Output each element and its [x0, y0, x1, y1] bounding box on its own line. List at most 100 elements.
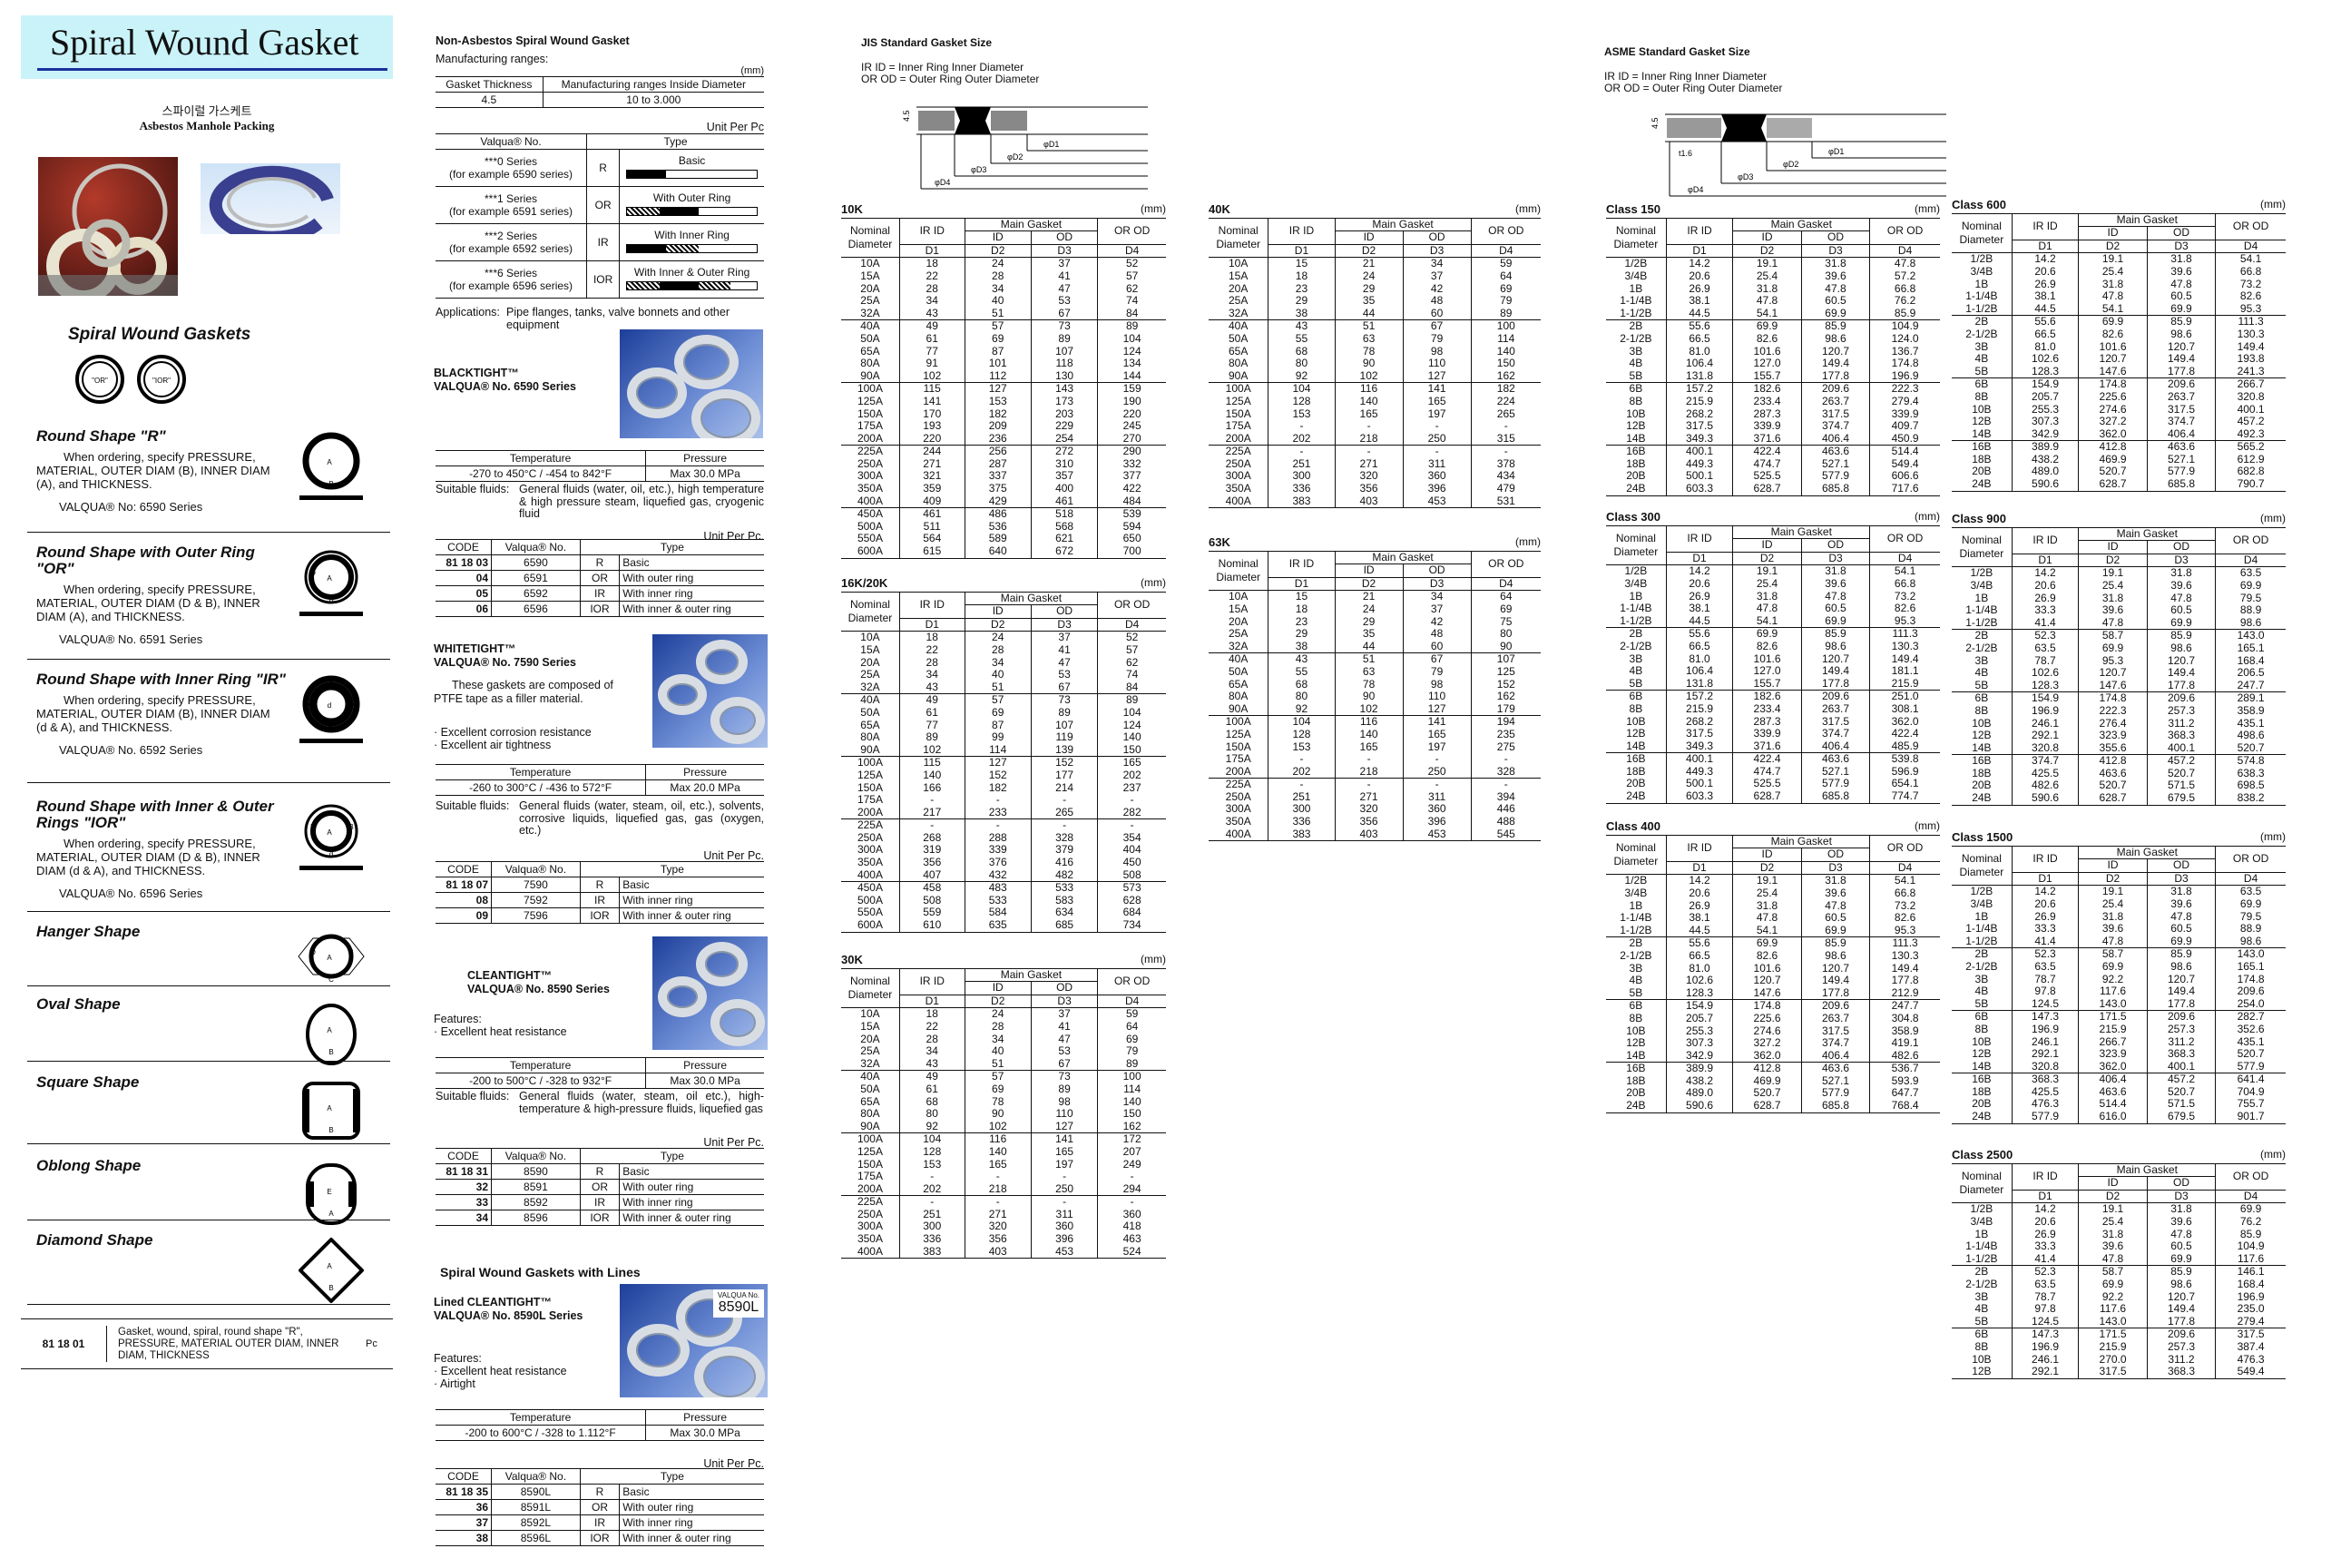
nominal-cell: 32A: [860, 306, 880, 319]
d2-cell: 114: [964, 743, 1032, 757]
nominal-cell: 10A: [860, 1007, 880, 1021]
d2-cell: 54.1: [2078, 302, 2148, 316]
dimension-table: Nominal Diameter IR ID Main Gasket OR OD ID O…: [1952, 526, 2286, 806]
nominal-cell: 3B: [1629, 961, 1643, 975]
d2-cell: -: [1334, 419, 1404, 433]
d3-cell: -: [1030, 1170, 1098, 1183]
d4-cell: 125: [1470, 665, 1541, 679]
d4-cell: 69.9: [2215, 1203, 2286, 1216]
nominal-cell: 400A: [857, 867, 883, 881]
d2-cell: 182: [964, 781, 1032, 795]
d3-cell: 685.8: [2146, 477, 2216, 492]
d1-cell: 577.9: [2011, 1110, 2079, 1124]
d1-cell: 44.5: [1665, 924, 1733, 937]
table-row: 1-1/2B 41.4 47.8 69.9 117.6: [1952, 1252, 2286, 1266]
d4-cell: 80: [1470, 628, 1541, 641]
d2-cell: 40: [964, 1045, 1032, 1058]
table-row: 18B 425.5 463.6 520.7 704.9: [1952, 1085, 2286, 1099]
table-row: 6B 154.9 174.8 209.6 289.1: [1952, 691, 2286, 705]
d3-cell: 110: [1030, 1108, 1098, 1121]
d3-cell: 48: [1402, 628, 1472, 641]
d4-cell: 434: [1470, 470, 1541, 484]
table-row: 4B 102.6 120.7 149.4 177.8: [1606, 975, 1940, 987]
type-row: ***0 Series (for example 6590 series) R Bas…: [436, 149, 764, 187]
type-label: Basic: [678, 154, 706, 167]
d2-cell: 371.6: [1732, 432, 1802, 446]
d1-cell: 34: [898, 669, 965, 681]
table-row: 6B 157.2 182.6 209.6 251.0: [1606, 690, 1940, 703]
d4-cell: 531: [1470, 495, 1541, 508]
table-row: 400A 383 403 453 545: [1209, 828, 1541, 841]
nominal-cell: 3B: [1974, 972, 1989, 985]
pressure-header: Pressure: [645, 450, 764, 466]
d3-cell: 685.8: [1800, 1099, 1870, 1113]
d2-cell: 287.3: [1732, 407, 1802, 421]
d3-cell: 374.7: [1800, 1036, 1870, 1050]
nominal-diameter-header: Nominal Diameter: [1952, 846, 2013, 887]
d2-cell: 87: [964, 345, 1032, 358]
d3-cell: 571.5: [2146, 779, 2216, 793]
d4-cell: 62: [1097, 282, 1166, 296]
d3-cell: 177.8: [2146, 365, 2216, 378]
nominal-cell: 20B: [1972, 1097, 1992, 1111]
nominal-cell: 6B: [1974, 377, 1989, 391]
table-row: 20A 28 34 47 69: [841, 1033, 1166, 1046]
d4-cell: 476.3: [2215, 1353, 2286, 1367]
d4-cell: 90: [1470, 640, 1541, 653]
d1-cell: 26.9: [2011, 910, 2079, 924]
table-class-title: Class 900: [1952, 512, 2006, 525]
table-row: 10B 268.2 287.3 317.5 339.9: [1606, 407, 1940, 421]
product-label: BLACKTIGHT™ VALQUA® No. 6590 Series: [434, 367, 576, 394]
feature-item: · Excellent corrosion resistance: [434, 726, 592, 739]
table-row: 65A 77 87 107 124: [841, 345, 1166, 358]
dimension-code-header: D2: [1334, 577, 1404, 592]
d4-cell: -: [1097, 793, 1166, 807]
d1-cell: 153: [898, 1158, 965, 1171]
table-row: 10A 15 21 34 59: [1209, 258, 1541, 270]
table-row: 350A 336 356 396 488: [1209, 815, 1541, 828]
d3-cell: 457.2: [2146, 754, 2216, 768]
d1-cell: 81.0: [1665, 962, 1733, 975]
d2-cell: 143.0: [2078, 1315, 2148, 1328]
d1-cell: 26.9: [1665, 899, 1733, 913]
d2-cell: 218: [964, 1182, 1032, 1196]
d4-cell: 577.9: [2215, 1060, 2286, 1073]
d2-cell: 101.6: [2078, 340, 2148, 354]
nominal-cell: 1-1/4B: [1965, 922, 1998, 936]
nominal-cell: 20B: [1972, 779, 1992, 792]
ir-id-header: IR ID: [1665, 835, 1733, 862]
nominal-cell: 3/4B: [1970, 578, 1993, 592]
dimension-table: Nominal Diameter IR ID Main Gasket OR OD ID O…: [841, 591, 1166, 933]
table-row: 2-1/2B 66.5 82.6 98.6 130.3: [1606, 949, 1940, 963]
nominal-cell: 10B: [1972, 1352, 1992, 1366]
d2-cell: 628.7: [2078, 477, 2148, 492]
dimension-table: Nominal Diameter IR ID Main Gasket OR OD ID O…: [1952, 1162, 2286, 1379]
table-row: 4B 97.8 117.6 149.4 209.6: [1952, 985, 2286, 998]
nominal-cell: 250A: [857, 830, 883, 844]
d2-cell: 218: [1334, 432, 1404, 446]
ir-id-header: IR ID: [2011, 527, 2079, 554]
nominal-cell: 350A: [857, 482, 883, 495]
shape-title: Round Shape with Inner & Outer Rings "IO…: [36, 798, 274, 831]
d3-cell: 311: [1402, 457, 1472, 471]
row-group: 225A - - - -250A 251 271 311 394 300A 300 320 360 446…: [1209, 778, 1541, 841]
d1-cell: 196.9: [2011, 1340, 2079, 1354]
type-abbr-cell: IOR: [579, 1210, 620, 1226]
d2-cell: 628.7: [1732, 789, 1802, 804]
d2-cell: 101: [964, 358, 1032, 370]
dimension-code-header: D3: [1800, 861, 1870, 876]
d1-cell: 202: [1268, 765, 1336, 779]
table-row: 3B 78.7 92.2 120.7 196.9: [1952, 1290, 2286, 1304]
d4-cell: -: [1470, 752, 1541, 766]
d2-cell: 47.8: [2078, 290, 2148, 303]
d2-cell: 69.9: [2078, 315, 2148, 328]
d4-cell: 638.3: [2215, 767, 2286, 780]
nominal-cell: 250A: [857, 1207, 883, 1220]
d2-cell: 327.2: [2078, 415, 2148, 428]
d1-cell: 141: [898, 395, 965, 408]
d2-cell: 356: [1334, 482, 1404, 495]
d4-cell: 152: [1470, 678, 1541, 691]
type-abbr-cell: OR: [579, 1179, 620, 1195]
table-row: 600A 610 635 685 734: [841, 918, 1166, 933]
nominal-cell: 5B: [1629, 676, 1643, 690]
